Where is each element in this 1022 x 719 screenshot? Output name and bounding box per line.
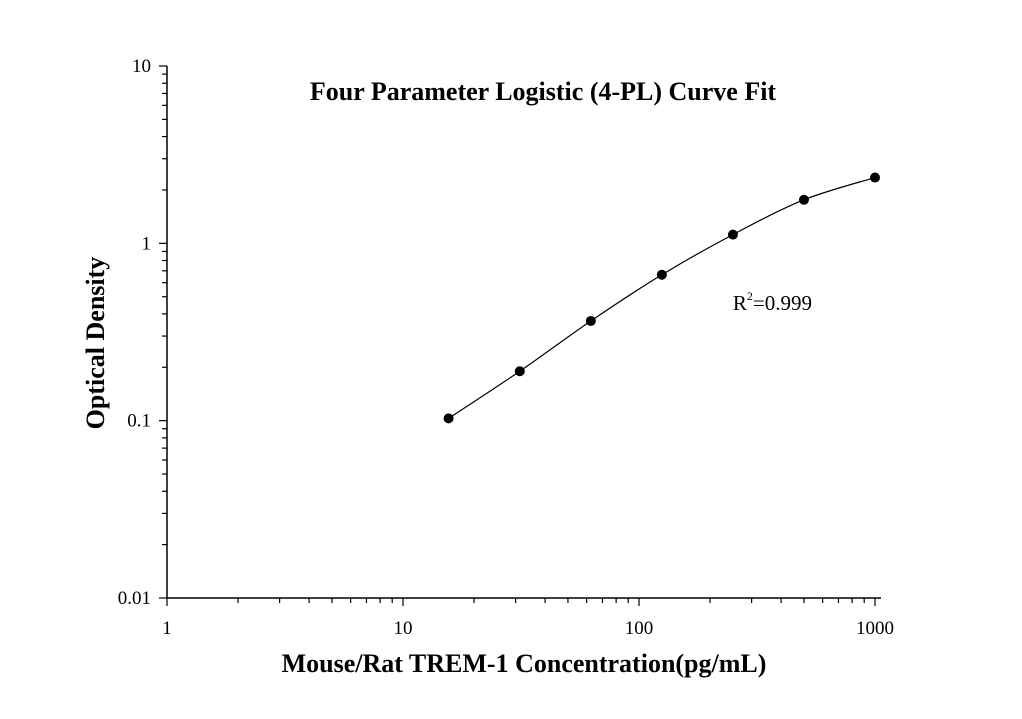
y-tick-label: 10 (132, 56, 151, 77)
data-point (656, 269, 667, 280)
axes (166, 66, 881, 599)
data-point (443, 413, 454, 424)
x-tick-label: 100 (625, 618, 654, 639)
data-point (585, 315, 596, 326)
x-tick-label: 1000 (856, 618, 894, 639)
r-squared-superscript: 2 (747, 289, 753, 303)
r-squared-value: =0.999 (753, 291, 812, 315)
tick-labels: 1 10 100 1000 0.01 0.1 1 10 (118, 56, 894, 639)
x-axis-label: Mouse/Rat TREM-1 Concentration(pg/mL) (282, 649, 767, 678)
y-tick-label: 1 (142, 233, 152, 254)
r-squared-annotation: R2=0.999 (733, 289, 812, 315)
data-point (870, 172, 880, 183)
data-points (443, 172, 880, 424)
ticks (159, 65, 876, 606)
x-tick-label: 1 (162, 618, 172, 639)
data-point (798, 194, 809, 205)
x-tick-label: 10 (394, 618, 413, 639)
y-axis-label: Optical Density (81, 257, 110, 430)
data-point (514, 366, 525, 377)
y-tick-label: 0.1 (127, 411, 151, 432)
data-point (727, 229, 738, 240)
chart-title: Four Parameter Logistic (4-PL) Curve Fit (310, 77, 777, 106)
r-squared-base: R (733, 291, 747, 315)
y-tick-label: 0.01 (118, 588, 151, 609)
